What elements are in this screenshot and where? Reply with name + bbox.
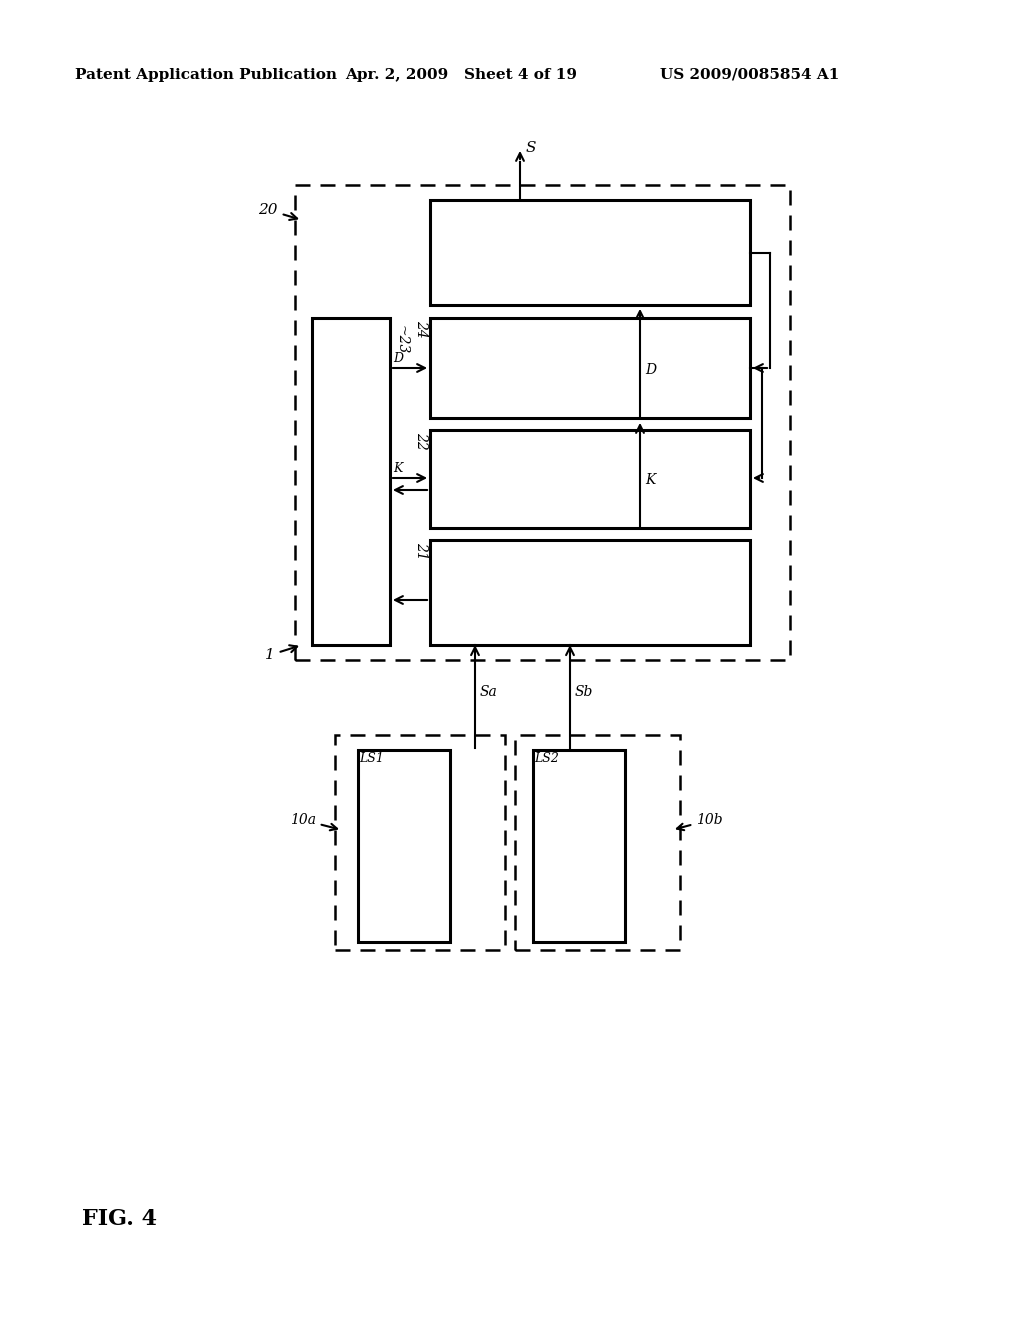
Bar	[515, 735, 680, 950]
Text: K: K	[645, 473, 655, 487]
Text: 22: 22	[414, 432, 428, 450]
Text: 1: 1	[265, 645, 297, 663]
Bar	[534, 750, 625, 942]
Text: 20: 20	[258, 203, 297, 220]
Text: S: S	[526, 141, 537, 154]
Text: LS1: LS1	[359, 752, 384, 766]
Bar	[358, 750, 450, 942]
Text: Sa: Sa	[480, 685, 498, 700]
Text: K: K	[393, 462, 402, 475]
Text: 24: 24	[414, 319, 428, 338]
Text: ~23: ~23	[395, 325, 409, 354]
Bar	[430, 430, 750, 528]
Text: FIG. 4: FIG. 4	[82, 1208, 157, 1230]
Text: Sb: Sb	[575, 685, 593, 700]
Text: D: D	[393, 352, 403, 366]
Text: LS2: LS2	[534, 752, 559, 766]
Text: D: D	[645, 363, 656, 378]
Bar	[430, 540, 750, 645]
Text: US 2009/0085854 A1: US 2009/0085854 A1	[660, 69, 840, 82]
Bar	[312, 318, 390, 645]
Bar	[335, 735, 505, 950]
Text: Apr. 2, 2009   Sheet 4 of 19: Apr. 2, 2009 Sheet 4 of 19	[345, 69, 577, 82]
Bar	[295, 185, 790, 660]
Bar	[430, 201, 750, 305]
Text: Patent Application Publication: Patent Application Publication	[75, 69, 337, 82]
Bar	[430, 318, 750, 418]
Text: 10a: 10a	[290, 813, 337, 830]
Text: 10b: 10b	[677, 813, 723, 830]
Text: 21: 21	[414, 543, 428, 560]
